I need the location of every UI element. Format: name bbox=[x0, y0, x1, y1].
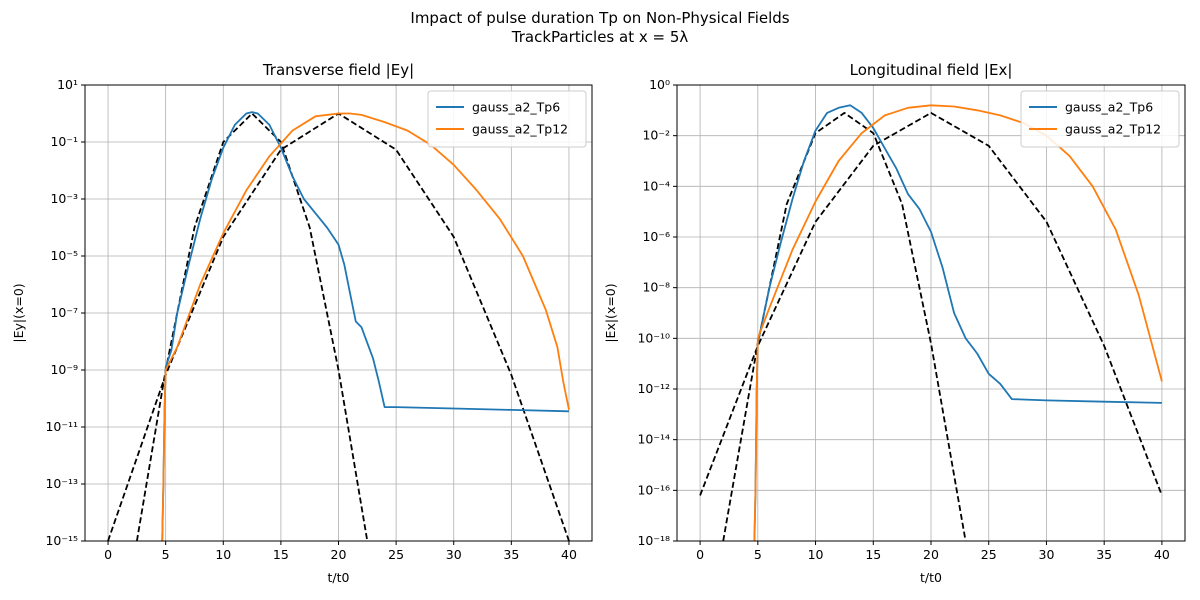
x-axis-label: t/t0 bbox=[328, 570, 350, 585]
y-tick-label: 10⁻¹ bbox=[50, 134, 78, 149]
x-tick-label: 20 bbox=[923, 547, 939, 562]
panel-title: Transverse field |Ey| bbox=[262, 61, 414, 79]
y-tick-label: 10⁻¹⁸ bbox=[637, 533, 670, 548]
x-tick-label: 30 bbox=[1039, 547, 1055, 562]
y-tick-label: 10⁻⁹ bbox=[50, 362, 78, 377]
y-axis-label: |Ex|(x=0) bbox=[603, 283, 618, 342]
legend-label: gauss_a2_Tp12 bbox=[1065, 122, 1161, 137]
x-tick-label: 25 bbox=[388, 547, 404, 562]
legend-label: gauss_a2_Tp6 bbox=[472, 100, 560, 115]
reference-curve bbox=[722, 112, 967, 541]
x-tick-label: 40 bbox=[561, 547, 577, 562]
y-tick-label: 10⁰ bbox=[649, 77, 670, 92]
x-tick-label: 5 bbox=[162, 547, 170, 562]
y-tick-label: 10⁻⁸ bbox=[642, 280, 670, 295]
series-line-gauss_a2_Tp12 bbox=[161, 112, 570, 541]
y-tick-label: 10⁻² bbox=[642, 128, 670, 143]
x-tick-label: 20 bbox=[331, 547, 347, 562]
panel-transverse: 0 5 10 15 20 25 30 35 40 10⁻¹⁵ 10⁻¹³ 10⁻¹¹ 10⁻⁹ 10⁻⁷ 1… bbox=[11, 61, 593, 585]
legend-label: gauss_a2_Tp6 bbox=[1065, 100, 1153, 115]
x-tick-label: 0 bbox=[696, 547, 704, 562]
x-tick-label: 10 bbox=[215, 547, 231, 562]
x-tick-label: 35 bbox=[503, 547, 519, 562]
plot-area bbox=[699, 104, 1163, 541]
legend: gauss_a2_Tp6 gauss_a2_Tp12 bbox=[427, 90, 587, 148]
x-tick-label: 40 bbox=[1154, 547, 1170, 562]
plot-area bbox=[107, 111, 570, 541]
x-tick-label: 15 bbox=[273, 547, 289, 562]
legend-box bbox=[1020, 90, 1180, 148]
x-tick-label: 15 bbox=[865, 547, 881, 562]
x-tick-label: 35 bbox=[1096, 547, 1112, 562]
panel-title: Longitudinal field |Ex| bbox=[850, 61, 1013, 79]
reference-curve bbox=[136, 112, 369, 541]
y-tick-label: 10⁻¹⁶ bbox=[637, 482, 670, 497]
y-tick-label: 10⁻⁴ bbox=[642, 178, 670, 193]
series-line-gauss_a2_Tp6 bbox=[753, 104, 1162, 541]
y-tick-label: 10⁻¹⁰ bbox=[637, 330, 670, 345]
panel-longitudinal: 0 5 10 15 20 25 30 35 40 10⁻¹⁸ 10⁻¹⁶ 10⁻¹⁴ 10⁻¹² 10⁻¹… bbox=[603, 61, 1186, 585]
figure-title: Impact of pulse duration Tp on Non-Physi… bbox=[410, 9, 790, 27]
y-tick-label: 10⁻¹⁵ bbox=[45, 533, 78, 548]
legend-box bbox=[427, 90, 587, 148]
y-tick-label: 10⁻¹⁴ bbox=[637, 432, 670, 447]
series-line-gauss_a2_Tp6 bbox=[161, 111, 570, 541]
figure-subtitle: TrackParticles at x = 5λ bbox=[511, 28, 689, 46]
y-tick-label: 10¹ bbox=[57, 77, 78, 92]
x-tick-label: 10 bbox=[808, 547, 824, 562]
legend: gauss_a2_Tp6 gauss_a2_Tp12 bbox=[1020, 90, 1180, 148]
y-tick-label: 10⁻¹³ bbox=[45, 476, 78, 491]
x-tick-label: 0 bbox=[104, 547, 112, 562]
y-tick-label: 10⁻⁶ bbox=[642, 229, 670, 244]
y-tick-label: 10⁻¹¹ bbox=[45, 419, 78, 434]
legend-label: gauss_a2_Tp12 bbox=[472, 122, 568, 137]
reference-curve bbox=[699, 112, 1163, 496]
y-tick-label: 10⁻³ bbox=[50, 191, 78, 206]
series-line-gauss_a2_Tp12 bbox=[753, 104, 1163, 541]
y-tick-label: 10⁻⁷ bbox=[50, 305, 78, 320]
x-tick-label: 5 bbox=[754, 547, 762, 562]
y-tick-label: 10⁻⁵ bbox=[50, 248, 78, 263]
y-axis-label: |Ey|(x=0) bbox=[11, 283, 26, 342]
x-axis-label: t/t0 bbox=[920, 570, 942, 585]
x-tick-label: 25 bbox=[981, 547, 997, 562]
x-tick-label: 30 bbox=[446, 547, 462, 562]
y-tick-label: 10⁻¹² bbox=[637, 381, 670, 396]
